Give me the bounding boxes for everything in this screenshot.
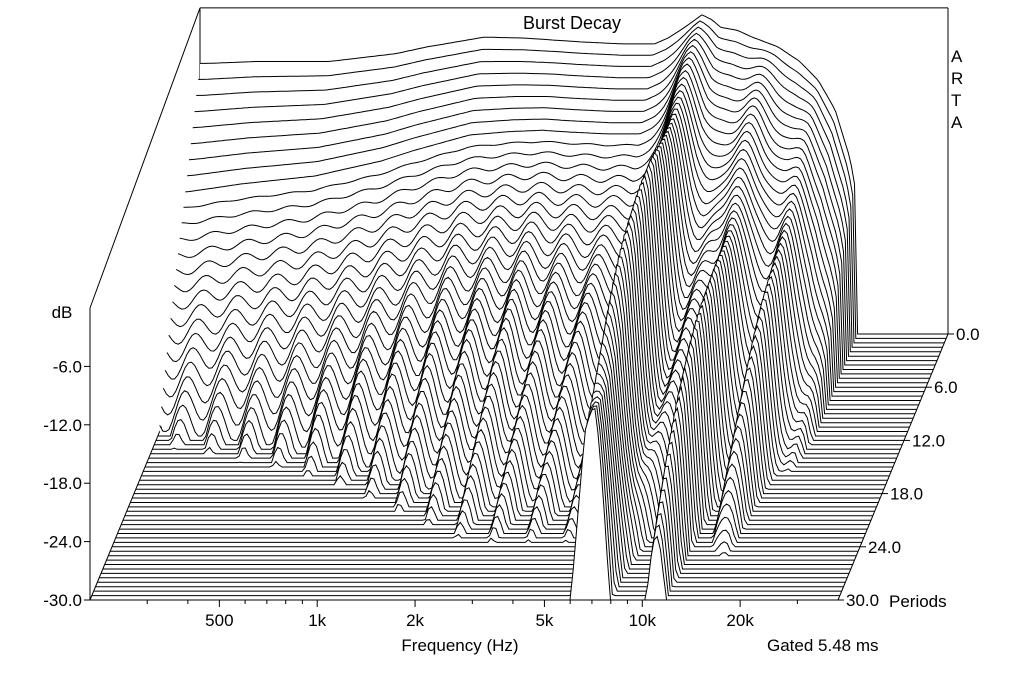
x-tick-label: 1k [308, 611, 326, 630]
decay-slice [168, 118, 917, 410]
x-tick-label: 500 [205, 611, 233, 630]
decay-slice [110, 320, 859, 552]
decay-slice [93, 401, 842, 592]
decay-slice [190, 44, 939, 357]
decay-slice [157, 142, 906, 437]
decay-slice [152, 151, 901, 450]
decay-slice [102, 362, 851, 570]
x-tick-label: 2k [406, 611, 424, 630]
decay-slice [106, 341, 855, 561]
decay-slice [181, 76, 930, 379]
y-tick-label: -30.0 [43, 591, 82, 610]
x-axis-label: Frequency (Hz) [401, 636, 518, 655]
decay-slice [177, 90, 926, 388]
x-tick-label: 5k [535, 611, 553, 630]
decay-slice [113, 300, 862, 543]
z-tick-label: 30.0 [846, 591, 879, 610]
decay-slice [95, 396, 844, 588]
decay-slice [117, 281, 866, 534]
y-axis-label: dB [52, 303, 73, 322]
decay-slice [119, 272, 868, 530]
x-tick-label: 10k [629, 611, 657, 630]
decay-slice [104, 351, 853, 565]
decay-slice [198, 20, 947, 339]
decay-slice [154, 148, 903, 446]
decay-slice [170, 113, 919, 406]
decay-slice [172, 108, 921, 401]
z-tick-label: 12.0 [912, 431, 945, 450]
decay-slice [194, 32, 943, 348]
decay-slice [200, 14, 948, 335]
decay-slice [159, 138, 908, 433]
chart-title: Burst Decay [523, 13, 621, 33]
decay-slice [108, 330, 857, 557]
y-tick-label: -6.0 [53, 357, 82, 376]
decay-slice [185, 63, 934, 370]
decay-slice [192, 38, 941, 353]
decay-slice [148, 158, 897, 459]
decay-slice [145, 168, 893, 468]
decay-slice [162, 130, 912, 424]
z-tick-label: 6.0 [934, 378, 958, 397]
decay-slice [173, 102, 923, 397]
decay-slice [112, 310, 860, 548]
decay-slice [146, 163, 895, 464]
decay-slice [175, 96, 925, 393]
decay-slice [187, 57, 936, 366]
x-tick-label: 20k [726, 611, 754, 630]
axes: -6.0 -12.0 -18.0 -24.0 -30.0 500 1k 2k 5k 10k 20k 0… [43, 325, 979, 630]
decay-slice [166, 122, 915, 415]
decay-slice [97, 390, 846, 583]
z-tick-label: 24.0 [868, 538, 901, 557]
decay-slice [115, 290, 864, 539]
decay-slice [161, 134, 910, 428]
decay-slice [150, 154, 899, 455]
y-tick-label: -24.0 [43, 533, 82, 552]
z-axis-line [837, 333, 949, 601]
decay-slice [164, 126, 914, 419]
decay-slice [156, 146, 904, 441]
waterfall-slices [90, 14, 948, 601]
left-depth-edge [89, 7, 201, 309]
y-tick-label: -18.0 [43, 474, 82, 493]
gating-note: Gated 5.48 ms [767, 636, 879, 655]
z-tick-label: 18.0 [890, 485, 923, 504]
decay-slice [196, 26, 945, 344]
decay-slice [91, 405, 840, 597]
decay-slice [101, 372, 849, 574]
z-axis-label: Periods [889, 592, 947, 611]
decay-slice [99, 382, 848, 579]
z-tick-label: 0.0 [956, 325, 980, 344]
decay-slice [183, 70, 932, 375]
decay-slice [179, 83, 928, 384]
decay-slice [188, 51, 937, 362]
y-tick-label: -12.0 [43, 416, 82, 435]
